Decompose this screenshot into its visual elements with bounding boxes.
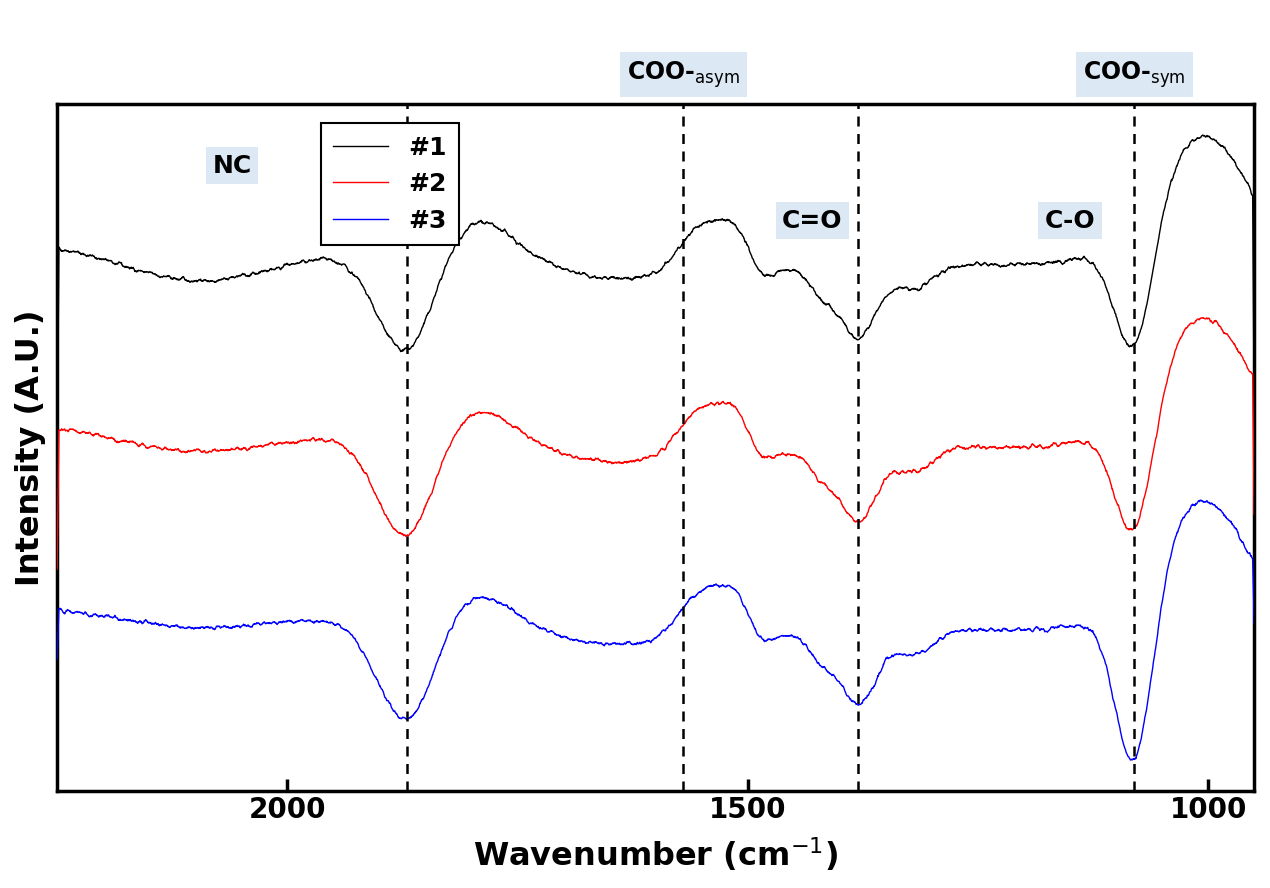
#1 [919, 279, 935, 289]
#1 [1247, 405, 1262, 416]
#3 [561, 634, 577, 645]
#1 [50, 472, 65, 483]
#2 [552, 448, 568, 459]
#3 [618, 638, 634, 649]
#2 [1195, 313, 1210, 323]
#3 [1210, 503, 1226, 514]
Line: #1: #1 [57, 135, 1255, 478]
#2 [618, 456, 634, 467]
Legend: #1, #2, #3: #1, #2, #3 [321, 123, 460, 245]
Y-axis label: Intensity (A.U.): Intensity (A.U.) [15, 309, 46, 586]
#3 [1151, 625, 1166, 636]
Text: COO-$_{\mathrm{sym}}$: COO-$_{\mathrm{sym}}$ [1083, 59, 1186, 90]
Text: C-O: C-O [1045, 209, 1095, 233]
#2 [1151, 424, 1166, 435]
#3 [1123, 755, 1138, 765]
#2 [919, 463, 935, 473]
#1 [552, 261, 568, 272]
#2 [1210, 318, 1226, 329]
#3 [552, 630, 568, 640]
Text: COO-$_{\mathrm{asym}}$: COO-$_{\mathrm{asym}}$ [627, 59, 739, 90]
#3 [50, 654, 65, 664]
#1 [1195, 130, 1210, 140]
#2 [50, 564, 65, 575]
#3 [1247, 618, 1262, 629]
#3 [1194, 495, 1209, 505]
#2 [1247, 509, 1262, 519]
Line: #2: #2 [57, 318, 1255, 569]
#3 [919, 646, 935, 656]
#2 [561, 449, 577, 460]
Line: #3: #3 [57, 500, 1255, 760]
#1 [1210, 138, 1226, 148]
#1 [618, 272, 634, 282]
X-axis label: Wavenumber (cm$^{-1}$): Wavenumber (cm$^{-1}$) [474, 836, 838, 873]
Text: NC: NC [212, 154, 251, 178]
Text: C=O: C=O [782, 209, 842, 233]
#1 [561, 266, 577, 276]
#1 [1151, 239, 1166, 250]
